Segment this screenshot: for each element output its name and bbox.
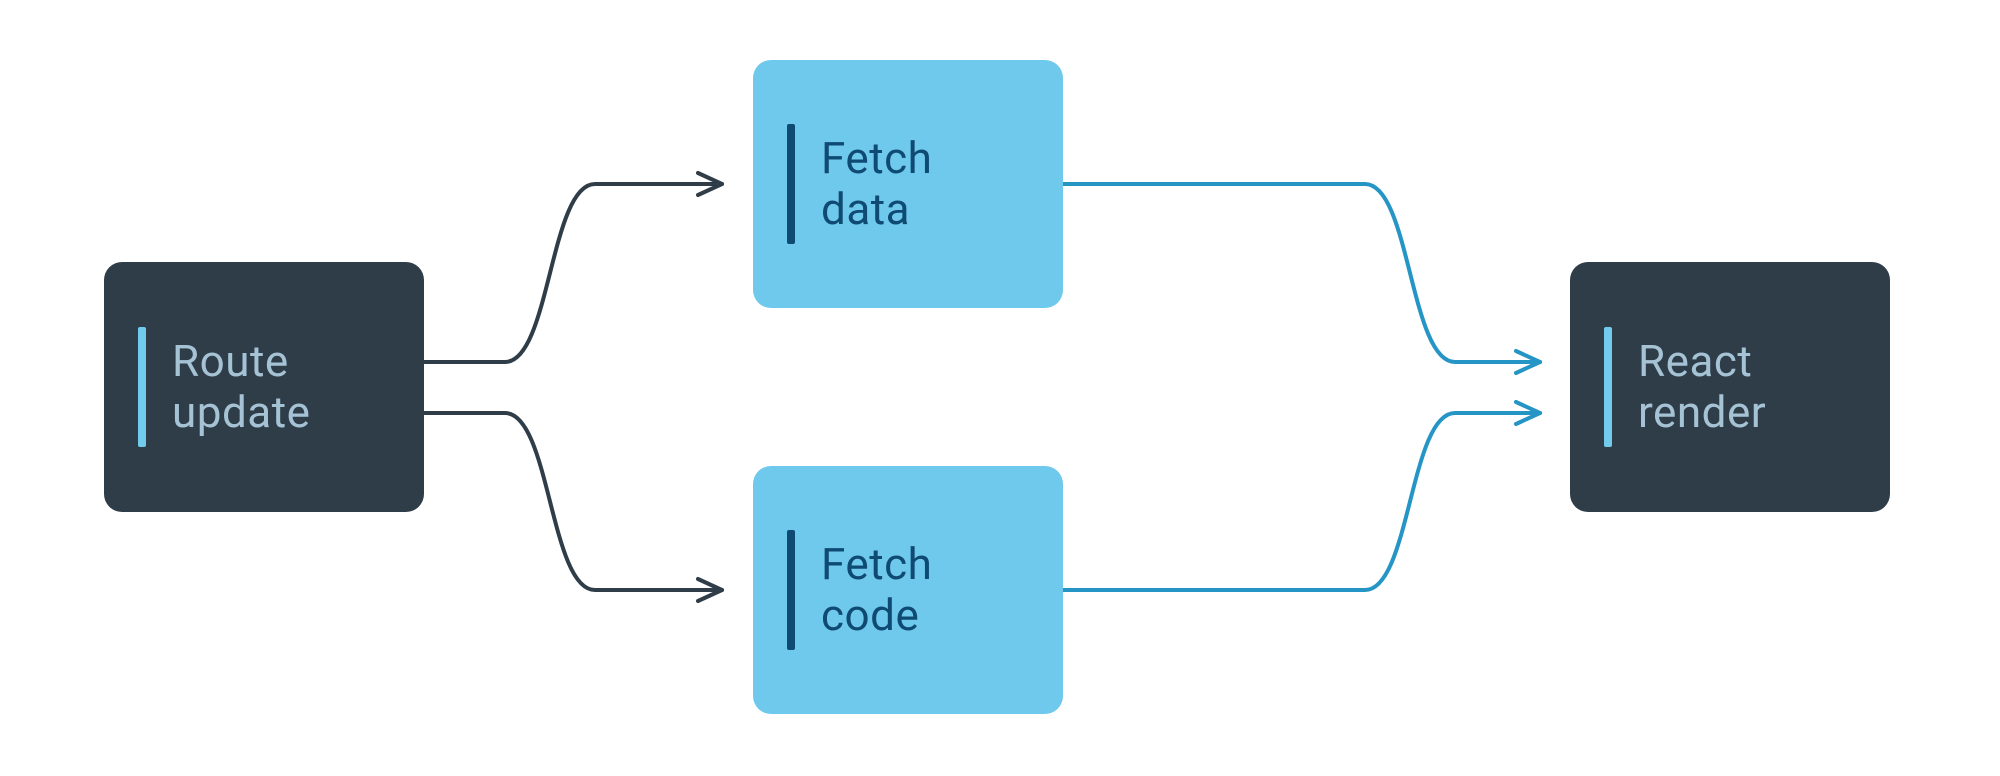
node-label: Fetch code bbox=[821, 539, 932, 640]
arrowhead-fetchdata-to-react bbox=[1516, 351, 1540, 373]
node-label: Route update bbox=[172, 336, 310, 437]
node-accent-bar bbox=[787, 124, 795, 244]
node-fetch-data: Fetch data bbox=[753, 60, 1063, 308]
arrowhead-route-to-fetchdata bbox=[698, 173, 722, 195]
flowchart-canvas: Route update Fetch data Fetch code React… bbox=[0, 0, 2000, 776]
arrowhead-route-to-fetchcode bbox=[698, 579, 722, 601]
edge-route-to-fetchcode bbox=[424, 413, 722, 590]
node-accent-bar bbox=[787, 530, 795, 650]
node-label: Fetch data bbox=[821, 133, 932, 234]
arrowhead-fetchcode-to-react bbox=[1516, 402, 1540, 424]
node-react-render: React render bbox=[1570, 262, 1890, 512]
node-accent-bar bbox=[138, 327, 146, 447]
node-fetch-code: Fetch code bbox=[753, 466, 1063, 714]
node-label: React render bbox=[1638, 336, 1766, 437]
edge-fetchcode-to-react bbox=[1063, 413, 1540, 590]
edge-fetchdata-to-react bbox=[1063, 184, 1540, 362]
node-accent-bar bbox=[1604, 327, 1612, 447]
edge-route-to-fetchdata bbox=[424, 184, 722, 362]
node-route-update: Route update bbox=[104, 262, 424, 512]
